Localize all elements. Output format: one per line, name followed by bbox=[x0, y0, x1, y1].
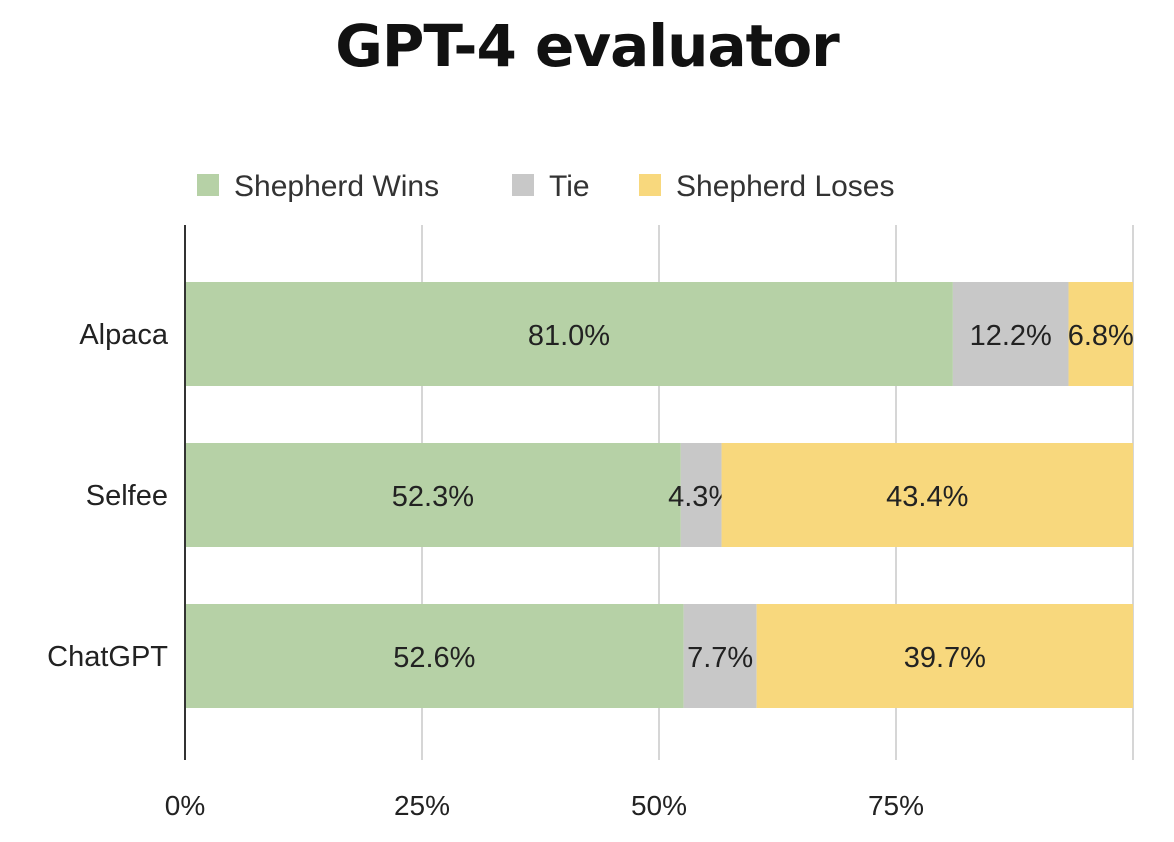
x-tick-label-3: 75% bbox=[868, 790, 924, 821]
axes: Alpaca Selfee ChatGPT 0% 25% 50% 75% bbox=[47, 225, 924, 821]
bar-alpaca-tie bbox=[952, 282, 1069, 386]
category-label-chatgpt: ChatGPT bbox=[47, 641, 168, 673]
bar-alpaca-shepherd-loses bbox=[1068, 282, 1133, 386]
bar-selfee-tie bbox=[680, 443, 722, 547]
legend-swatch-tie bbox=[512, 174, 534, 196]
data-label-chatgpt-tie: 7.7% bbox=[687, 642, 753, 674]
x-tick-label-2: 50% bbox=[631, 790, 687, 821]
legend-label-shepherd-wins: Shepherd Wins bbox=[234, 170, 439, 203]
legend-swatch-shepherd-wins bbox=[197, 174, 219, 196]
data-label-selfee-shepherd-loses: 43.4% bbox=[886, 481, 968, 513]
data-label-alpaca-shepherd-loses: 6.8% bbox=[1068, 320, 1134, 352]
category-label-alpaca: Alpaca bbox=[79, 319, 169, 351]
bar-chatgpt-shepherd-loses bbox=[756, 604, 1133, 708]
bar-alpaca-shepherd-wins bbox=[185, 282, 953, 386]
data-label-alpaca-tie: 12.2% bbox=[970, 320, 1052, 352]
legend: Shepherd Wins Tie Shepherd Loses bbox=[197, 170, 895, 203]
data-label-chatgpt-shepherd-loses: 39.7% bbox=[904, 642, 986, 674]
bar-selfee-shepherd-wins bbox=[185, 443, 681, 547]
x-tick-label-1: 25% bbox=[394, 790, 450, 821]
legend-swatch-shepherd-loses bbox=[639, 174, 661, 196]
data-label-alpaca-shepherd-wins: 81.0% bbox=[528, 320, 610, 352]
x-tick-label-0: 0% bbox=[165, 790, 205, 821]
legend-label-tie: Tie bbox=[549, 170, 590, 203]
bars: 81.0% 12.2% 6.8%52.3% 4.3% 43.4%52.6% 7.7% 39.… bbox=[185, 282, 1134, 708]
bar-chatgpt-shepherd-wins bbox=[185, 604, 684, 708]
chart-title: GPT-4 evaluator bbox=[335, 12, 840, 80]
legend-label-shepherd-loses: Shepherd Loses bbox=[676, 170, 895, 203]
category-label-selfee: Selfee bbox=[86, 480, 168, 512]
bar-chatgpt-tie bbox=[683, 604, 757, 708]
data-label-chatgpt-shepherd-wins: 52.6% bbox=[393, 642, 475, 674]
bar-selfee-shepherd-loses bbox=[721, 443, 1133, 547]
data-label-selfee-shepherd-wins: 52.3% bbox=[392, 481, 474, 513]
